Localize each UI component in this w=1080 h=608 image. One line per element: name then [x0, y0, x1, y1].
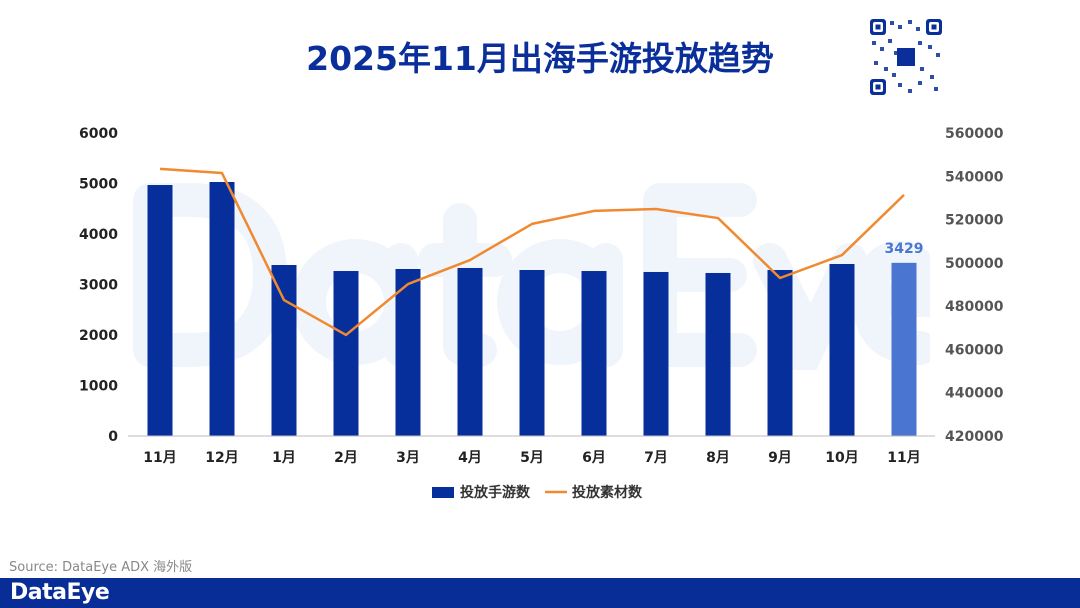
- x-tick-label: 7月: [644, 450, 668, 466]
- y-right-tick-label: 520000: [945, 213, 1004, 229]
- legend-bar-swatch: [432, 487, 454, 498]
- x-tick-label: 5月: [520, 450, 544, 466]
- x-tick-label: 9月: [768, 450, 792, 466]
- y-right-tick-label: 500000: [945, 256, 1004, 272]
- x-tick-label: 11月: [143, 450, 176, 466]
- x-tick-label: 6月: [582, 450, 606, 466]
- bar: [147, 185, 173, 436]
- y-left-tick-label: 2000: [79, 328, 118, 344]
- dataeye-logo: DataEye: [10, 580, 110, 605]
- bar: [271, 265, 297, 436]
- x-tick-label: 11月: [887, 450, 920, 466]
- bar: [643, 271, 669, 436]
- y-left-tick-label: 1000: [79, 379, 118, 395]
- x-tick-label: 10月: [825, 450, 858, 466]
- bar: [581, 271, 607, 436]
- bar: [457, 267, 483, 436]
- legend: 投放手游数 投放素材数: [432, 484, 643, 501]
- bar: [395, 268, 421, 436]
- x-tick-label: 8月: [706, 450, 730, 466]
- y-left-tick-label: 4000: [79, 227, 118, 243]
- y-left-tick-label: 0: [108, 429, 118, 445]
- x-tick-label: 2月: [334, 450, 358, 466]
- bar: [705, 272, 731, 436]
- bar: [209, 181, 235, 436]
- y-right-tick-label: 420000: [945, 429, 1004, 445]
- footer-bar: DataEye: [0, 578, 1080, 608]
- y-right-tick-label: 480000: [945, 299, 1004, 315]
- bar: [829, 263, 855, 436]
- legend-label-bar: 投放手游数: [460, 484, 531, 501]
- y-left-tick-label: 5000: [79, 177, 118, 193]
- source-note: Source: DataEye ADX 海外版: [9, 560, 193, 575]
- y-right-tick-label: 460000: [945, 342, 1004, 358]
- chart-title: 2025年11月出海手游投放趋势: [306, 39, 774, 78]
- data-label: 3429: [885, 241, 924, 257]
- x-tick-label: 1月: [272, 450, 296, 466]
- x-tick-label: 3月: [396, 450, 420, 466]
- x-tick-label: 4月: [458, 450, 482, 466]
- y-right-tick-label: 540000: [945, 169, 1004, 185]
- y-right-tick-label: 440000: [945, 386, 1004, 402]
- bar: [333, 271, 359, 436]
- bar: [891, 262, 917, 436]
- x-tick-label: 12月: [205, 450, 238, 466]
- bar: [767, 270, 793, 436]
- y-right-tick-label: 560000: [945, 126, 1004, 142]
- y-left-tick-label: 6000: [79, 126, 118, 142]
- y-left-tick-label: 3000: [79, 278, 118, 294]
- bar: [519, 270, 545, 436]
- legend-label-line: 投放素材数: [572, 484, 643, 501]
- qr-code-icon: [868, 17, 944, 97]
